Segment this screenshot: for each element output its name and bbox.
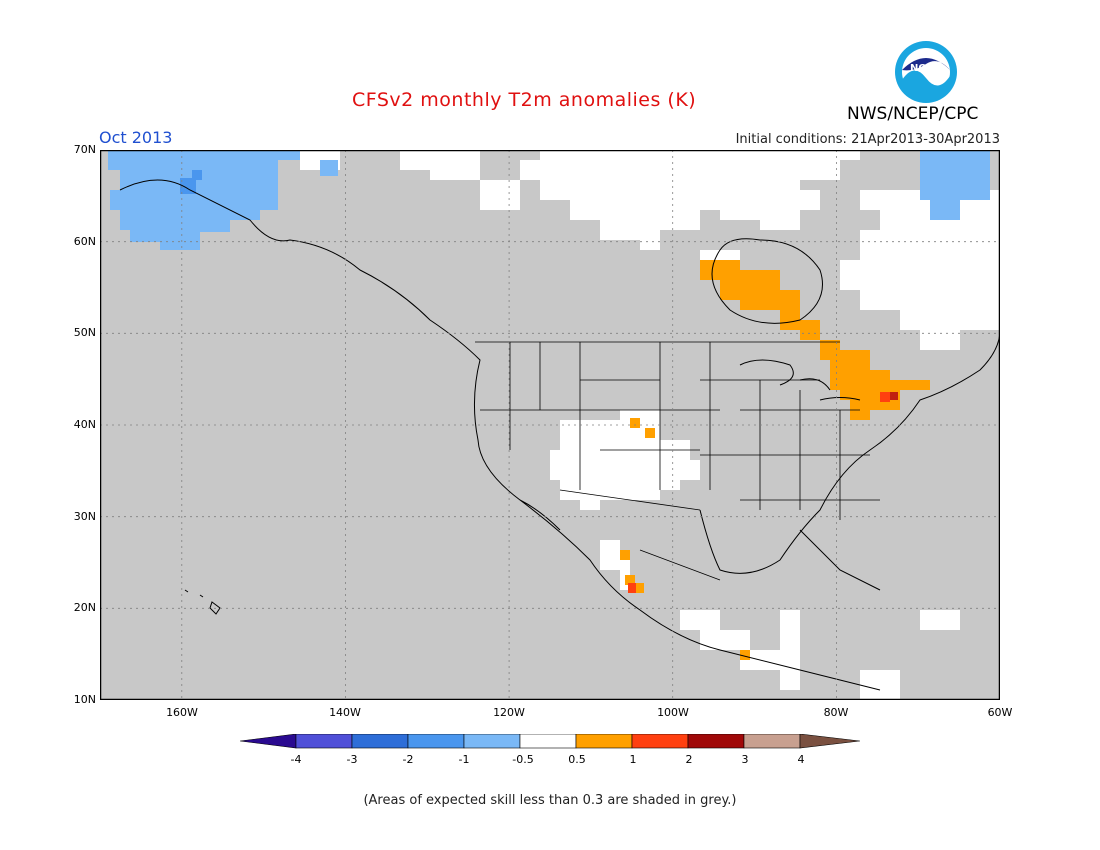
colorbar-label: -3 bbox=[346, 753, 358, 766]
alaska-darker-cell bbox=[180, 178, 196, 194]
lon-label-140w: 140W bbox=[329, 706, 361, 719]
map-frame bbox=[99, 149, 1001, 701]
lat-label-40n: 40N bbox=[73, 418, 96, 431]
alaska-cool-anomaly bbox=[108, 150, 300, 250]
logo-text: NOAA bbox=[910, 63, 942, 74]
colorbar-label: -0.5 bbox=[512, 753, 534, 766]
colorbar-label: 4 bbox=[797, 753, 805, 766]
colorbar-label: 1 bbox=[629, 753, 637, 766]
colorbar-bin bbox=[631, 733, 689, 749]
political-borders bbox=[475, 341, 880, 581]
colorbar-high-arrow bbox=[799, 733, 861, 749]
noaa-logo-icon: NOAA bbox=[895, 41, 957, 103]
month-label: Oct 2013 bbox=[99, 128, 173, 147]
colorbar-label: -4 bbox=[290, 753, 302, 766]
lat-label-70n: 70N bbox=[73, 143, 96, 156]
lon-label-160w: 160W bbox=[166, 706, 198, 719]
agency-label: NWS/NCEP/CPC bbox=[847, 104, 979, 124]
central-america-white bbox=[680, 610, 960, 700]
colorbar-bin bbox=[687, 733, 745, 749]
map-title: CFSv2 monthly T2m anomalies (K) bbox=[352, 89, 697, 111]
colorbar-bin bbox=[407, 733, 465, 749]
colorbar-bin bbox=[575, 733, 633, 749]
lon-label-80w: 80W bbox=[823, 706, 849, 719]
lon-label-120w: 120W bbox=[493, 706, 525, 719]
lon-label-100w: 100W bbox=[657, 706, 689, 719]
colorbar-label: 2 bbox=[685, 753, 693, 766]
graticule bbox=[100, 150, 1000, 700]
map-panel bbox=[99, 149, 1001, 701]
lat-label-10n: 10N bbox=[73, 693, 96, 706]
colorbar-bin bbox=[519, 733, 577, 749]
colorbar-bin bbox=[743, 733, 801, 749]
colorbar-label: 0.5 bbox=[568, 753, 586, 766]
colorbar-label: -1 bbox=[458, 753, 470, 766]
lon-label-60w: 60W bbox=[987, 706, 1013, 719]
colorbar-low-arrow bbox=[239, 733, 297, 749]
colorbar-label: 3 bbox=[741, 753, 749, 766]
hudson-bay bbox=[711, 238, 823, 324]
colorbar-bin bbox=[295, 733, 353, 749]
lat-label-30n: 30N bbox=[73, 510, 96, 523]
colorbar-bin bbox=[351, 733, 409, 749]
northeast-hot-cell bbox=[880, 392, 890, 402]
hawaii-islands bbox=[184, 589, 221, 615]
northeast-warm-anomaly bbox=[700, 260, 930, 420]
colorbar-bin bbox=[463, 733, 521, 749]
colorbar-label: -2 bbox=[402, 753, 414, 766]
mexico-hot-cell bbox=[628, 583, 636, 593]
initial-conditions-label: Initial conditions: 21Apr2013-30Apr2013 bbox=[735, 132, 1000, 147]
mexico-coast-white bbox=[600, 540, 630, 590]
anomaly-map bbox=[99, 149, 1001, 701]
southwest-white-area bbox=[550, 410, 700, 510]
skill-note: (Areas of expected skill less than 0.3 a… bbox=[363, 793, 737, 808]
lat-label-50n: 50N bbox=[73, 326, 96, 339]
colorbar bbox=[239, 733, 861, 774]
lat-label-20n: 20N bbox=[73, 601, 96, 614]
greenland-blue bbox=[920, 150, 990, 220]
lat-label-60n: 60N bbox=[73, 235, 96, 248]
coastline bbox=[119, 179, 1001, 691]
canada-white-area bbox=[300, 150, 1000, 350]
